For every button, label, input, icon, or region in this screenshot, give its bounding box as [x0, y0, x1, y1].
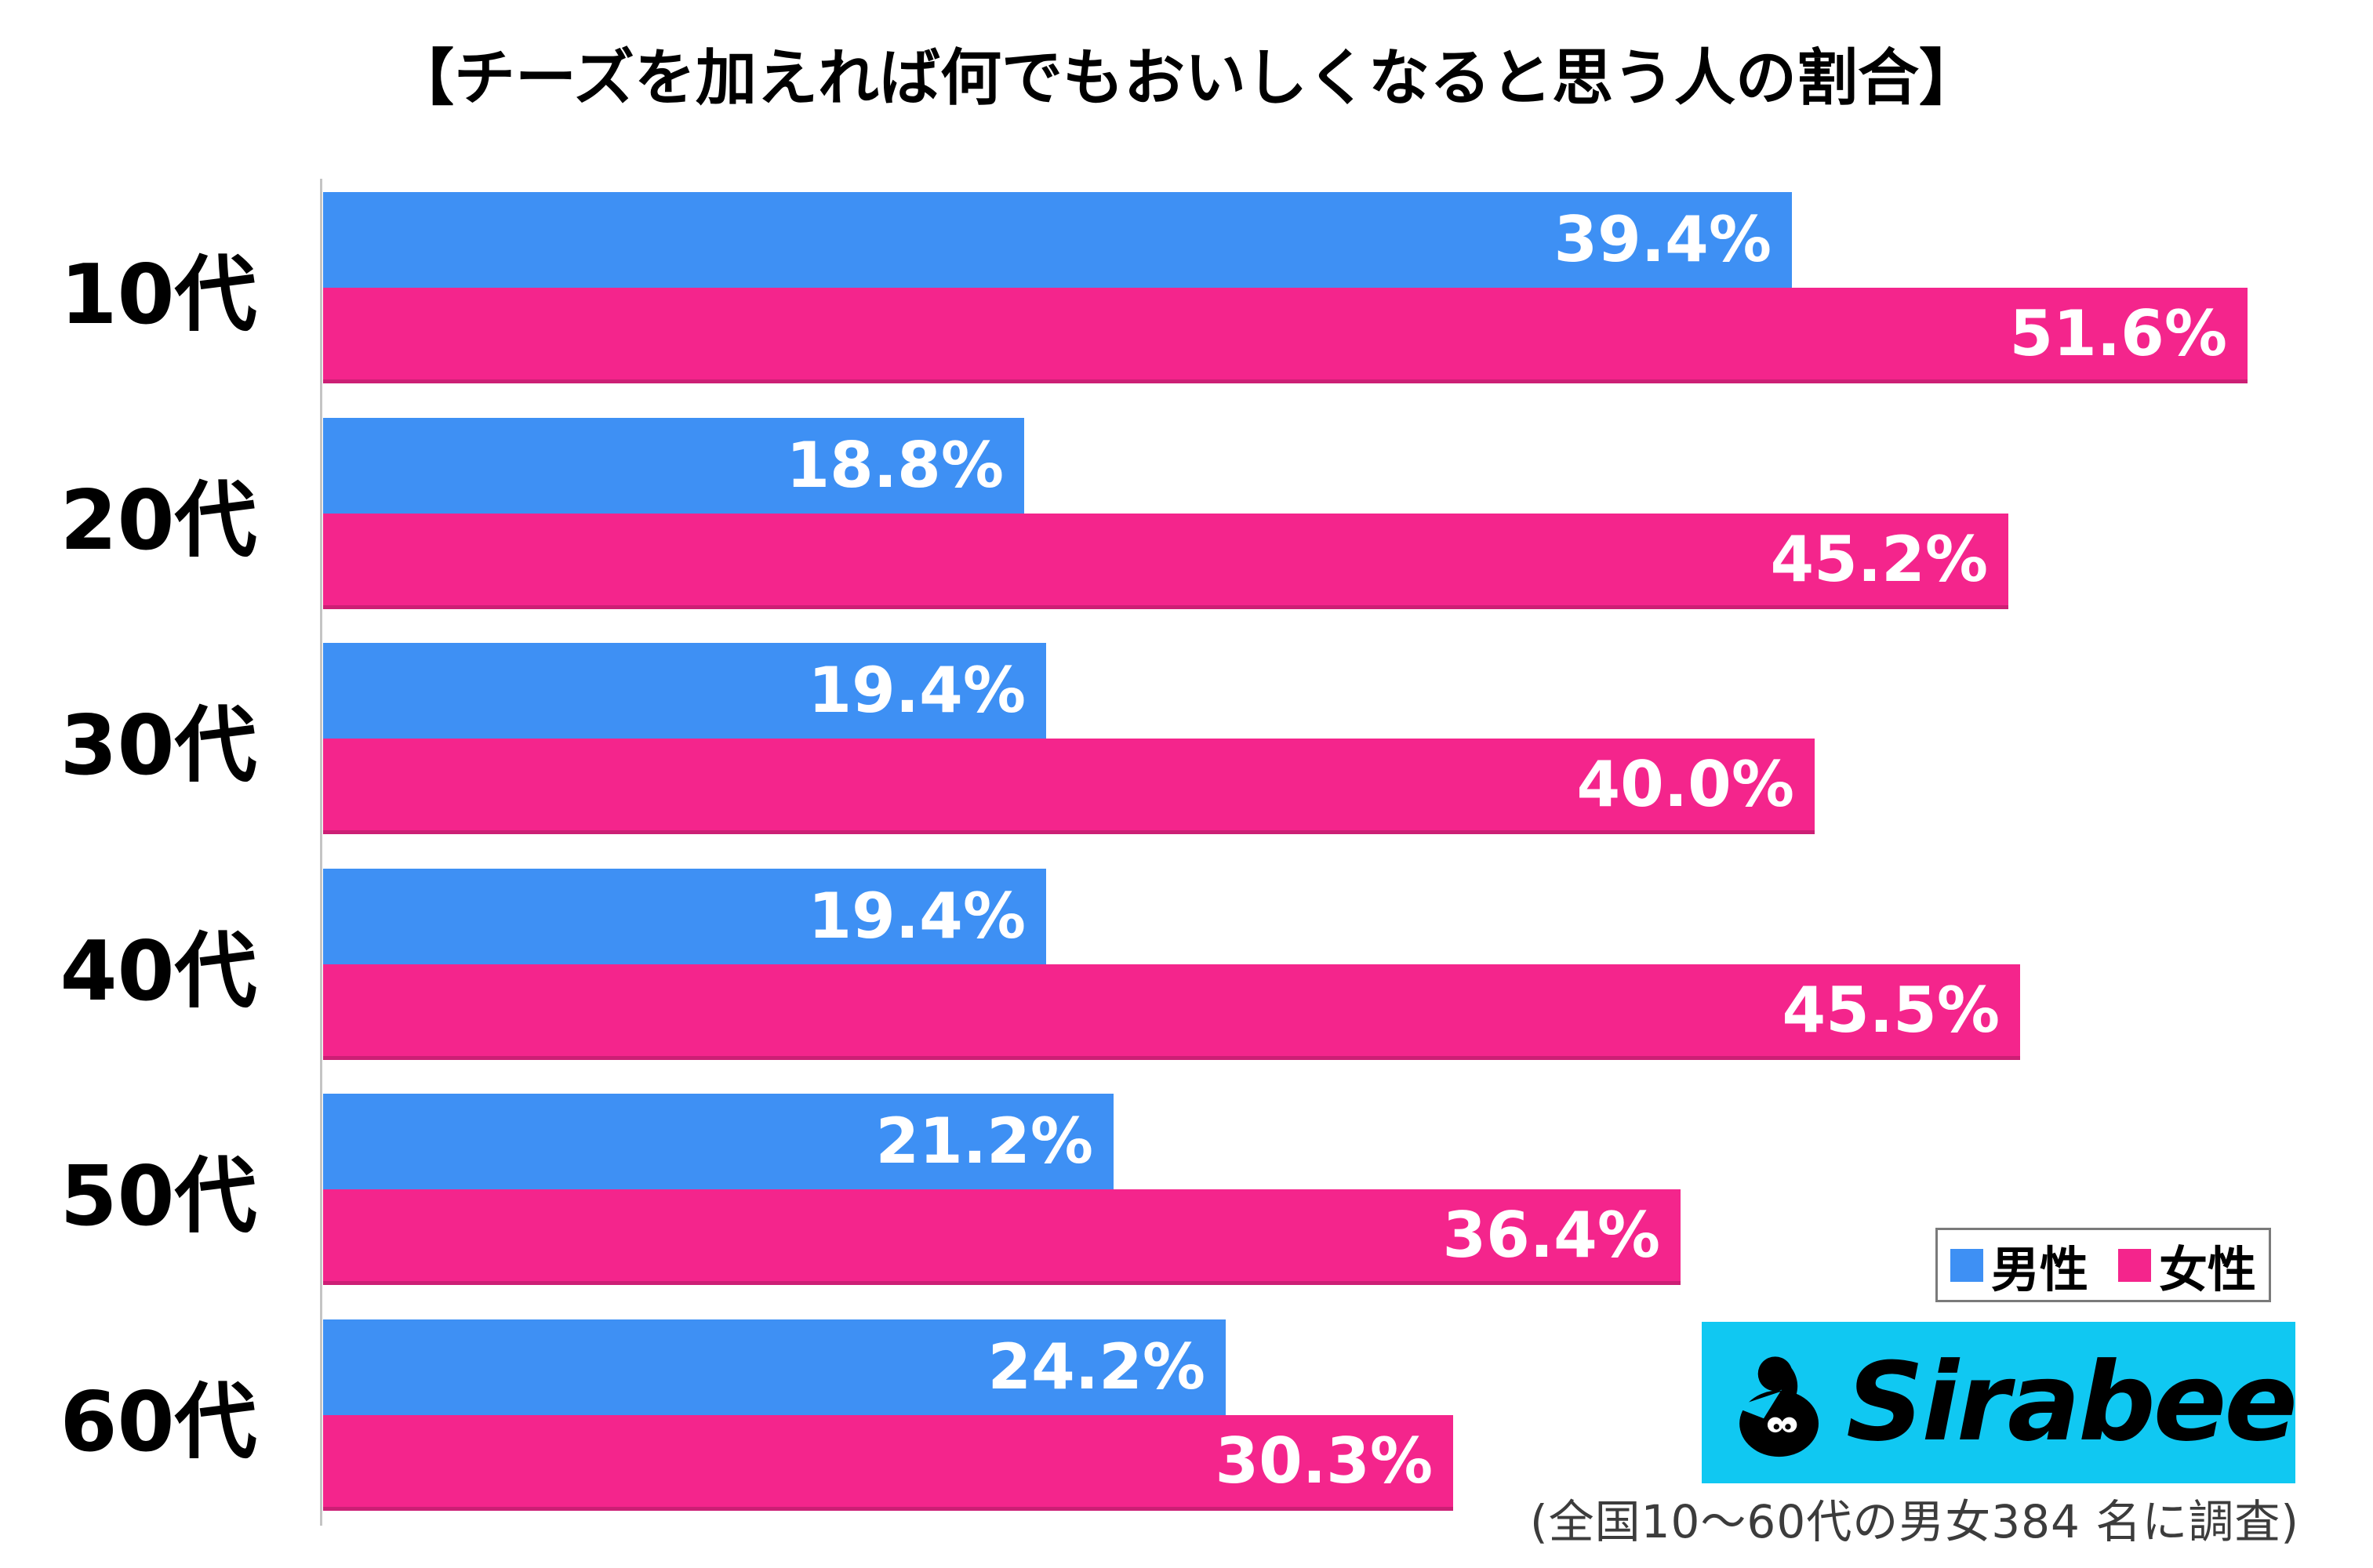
male-bar-50代: 21.2% — [323, 1094, 1114, 1189]
legend-label-female: 女性 — [2159, 1240, 2257, 1298]
value-label: 30.3% — [1215, 1424, 1433, 1497]
female-bar-60代: 30.3% — [323, 1415, 1453, 1511]
value-label: 18.8% — [786, 429, 1004, 502]
value-label: 45.2% — [1770, 522, 1988, 596]
sirabee-bee-icon — [1734, 1356, 1819, 1457]
value-label: 24.2% — [987, 1330, 1205, 1403]
value-label: 19.4% — [808, 880, 1026, 953]
age-label-40代: 40代 — [60, 924, 257, 1019]
male-bar-40代: 19.4% — [323, 869, 1046, 964]
female-bar-30代: 40.0% — [323, 739, 1815, 834]
y-axis-line — [320, 179, 322, 1526]
legend: 男性 女性 — [1935, 1228, 2271, 1302]
chart-title: 【チーズを加えれば何でもおいしくなると思う人の割合】 — [392, 43, 1981, 114]
male-bar-10代: 39.4% — [323, 192, 1792, 288]
male-bar-20代: 18.8% — [323, 418, 1024, 514]
value-label: 51.6% — [2009, 296, 2227, 370]
legend-item-female: 女性 — [2118, 1230, 2256, 1301]
female-bar-50代: 36.4% — [323, 1189, 1681, 1285]
sirabee-logo: Sirabee — [1702, 1322, 2298, 1483]
value-label: 19.4% — [808, 654, 1026, 727]
legend-item-male: 男性 — [1950, 1230, 2088, 1301]
value-label: 36.4% — [1442, 1198, 1660, 1272]
legend-label-male: 男性 — [1990, 1240, 2088, 1298]
age-label-20代: 20代 — [60, 473, 257, 568]
value-label: 45.5% — [1782, 973, 2000, 1047]
age-label-30代: 30代 — [60, 698, 257, 793]
female-swatch — [2118, 1248, 2151, 1282]
female-bar-40代: 45.5% — [323, 964, 2020, 1060]
value-label: 21.2% — [875, 1105, 1093, 1178]
sirabee-logo-text: Sirabee — [1846, 1339, 2298, 1465]
age-label-10代: 10代 — [60, 247, 257, 343]
age-label-50代: 50代 — [60, 1149, 257, 1244]
female-bar-20代: 45.2% — [323, 514, 2008, 609]
male-swatch — [1950, 1248, 1983, 1282]
age-label-60代: 60代 — [60, 1374, 257, 1470]
survey-footnote: (全国10〜60代の男女384 名に調査) — [1529, 1495, 2299, 1548]
value-label: 40.0% — [1576, 747, 1794, 821]
male-bar-30代: 19.4% — [323, 643, 1046, 739]
value-label: 39.4% — [1554, 203, 1772, 276]
male-bar-60代: 24.2% — [323, 1319, 1226, 1415]
female-bar-10代: 51.6% — [323, 288, 2248, 383]
